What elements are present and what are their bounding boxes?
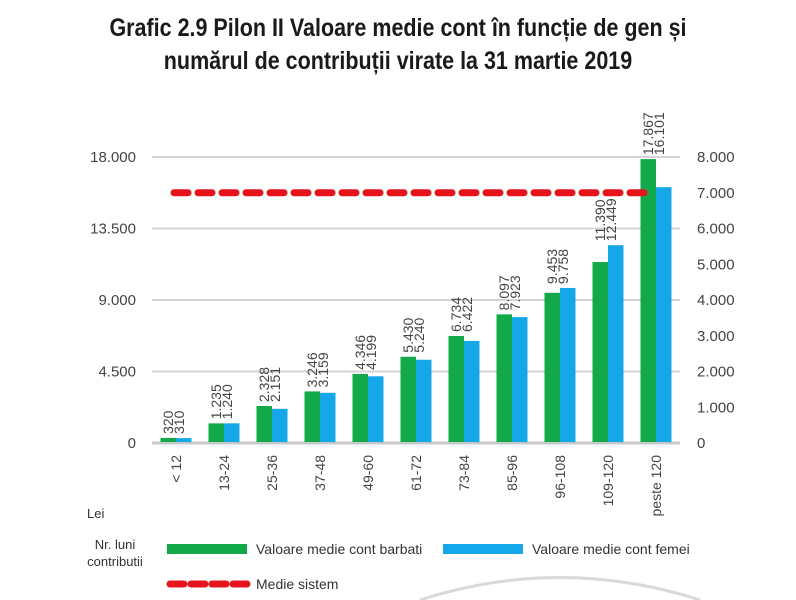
x-category-label: 73-84 [456,455,472,491]
bar-men [256,406,272,442]
data-label-women: 3.159 [315,352,331,387]
y-right-tick-label: 2.000 [697,364,735,381]
data-label-men: 17.867 [640,112,656,155]
x-category-label: 25-36 [264,455,280,491]
data-label-men: 3.246 [304,352,320,387]
bar-men [208,423,224,442]
bar-women [272,408,288,442]
bar-women [320,392,336,442]
x-axis-title-line2: contributii [87,554,143,569]
bar-men [544,292,560,442]
bar-women [608,245,624,442]
data-label-men: 1.235 [208,384,224,419]
data-label-men: 5.430 [400,317,416,352]
legend-swatch-women [443,544,523,554]
data-label-men: 8.097 [496,275,512,310]
y-left-tick-label: 0 [128,435,136,452]
y-right-tick-label: 1.000 [697,399,735,416]
legend-label-women: Valoare medie cont femei [532,541,690,557]
data-label-men: 6.734 [448,297,464,332]
y-right-tick-label: 5.000 [697,256,735,273]
x-category-label: 85-96 [504,455,520,491]
chart-title-line1: Grafic 2.9 Pilon II Valoare medie cont î… [109,14,687,42]
data-label-women: 5.240 [411,317,427,352]
bar-women [176,438,192,442]
y-left-tick-label: 13.500 [90,221,136,238]
bar-men [352,373,368,442]
bars [160,159,672,442]
bar-women [656,187,672,442]
x-axis-categories: < 12 13-24 25-36 37-48 49-60 61-72 73-84 85-96 9… [168,455,664,517]
legend-swatch-men [167,544,247,554]
y-right-tick-label: 4.000 [697,292,735,309]
data-label-women: 310 [171,410,187,434]
bar-men [304,391,320,442]
chart-title: Grafic 2.9 Pilon II Valoare medie cont î… [56,12,741,78]
bar-men [640,159,656,442]
y-axis-right: 0 1.000 2.000 3.000 4.000 5.000 6.000 7.000 8.00… [697,149,735,452]
bar-men [400,356,416,442]
y-right-tick-label: 0 [697,435,705,452]
bar-men [592,262,608,442]
x-axis-title-line1: Nr. luni [95,537,136,552]
legend-label-system: Medie sistem [256,576,338,592]
x-category-label: < 12 [168,455,184,483]
legend-label-men: Valoare medie cont barbati [256,541,422,557]
bar-men [448,336,464,442]
x-category-label: 49-60 [360,455,376,491]
bar-women [224,423,240,442]
y-right-tick-label: 8.000 [697,149,735,166]
data-label-men: 320 [160,410,176,434]
bar-women [512,317,528,442]
y-left-tick-label: 4.500 [98,364,136,381]
y-right-tick-label: 3.000 [697,328,735,345]
data-label-women: 7.923 [507,275,523,310]
y-right-tick-label: 6.000 [697,221,735,238]
data-label-men: 4.346 [352,335,368,370]
data-label-women: 6.422 [459,297,475,332]
data-label-women: 12.449 [603,198,619,241]
bar-women [368,376,384,442]
legend: Valoare medie cont barbati Valoare medie… [166,541,690,592]
data-label-men: 11.390 [592,199,608,241]
bar-women [560,287,576,442]
y-unit-label: Lei [87,506,104,521]
y-left-tick-label: 9.000 [98,292,136,309]
x-category-label: 13-24 [216,455,232,491]
gridlines [152,156,680,445]
bar-men [160,437,176,442]
chart-title-line2: numărul de contribuții virate la 31 mart… [163,47,633,75]
watermark-arc [419,576,701,600]
data-label-men: 2.328 [256,367,272,402]
y-left-tick-label: 18.000 [90,149,136,166]
y-right-tick-label: 7.000 [697,185,735,202]
data-label-women: 16.101 [651,112,667,155]
bar-women [464,340,480,442]
x-category-label: 37-48 [312,455,328,491]
data-label-women: 2.151 [267,367,283,402]
x-category-label: 109-120 [600,455,616,507]
y-axis-left: 0 4.500 9.000 13.500 18.000 [90,149,136,452]
data-label-women: 9.758 [555,249,571,284]
bar-women [416,359,432,442]
x-category-label: 96-108 [552,455,568,499]
x-category-label: 61-72 [408,455,424,491]
data-label-women: 4.199 [363,335,379,370]
data-label-women: 1.240 [219,384,235,419]
x-category-label: peste 120 [648,455,664,517]
data-label-men: 9.453 [544,249,560,284]
bar-men [496,314,512,442]
